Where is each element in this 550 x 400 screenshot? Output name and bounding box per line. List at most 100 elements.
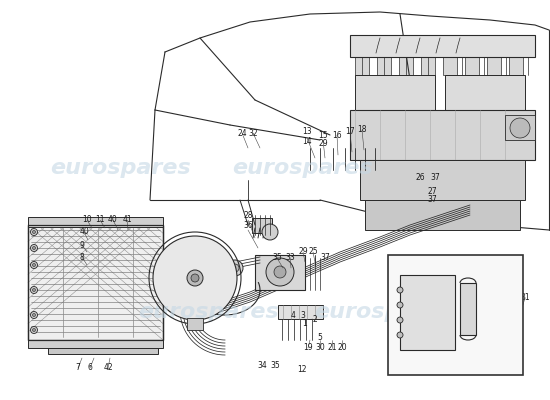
- Text: 19: 19: [303, 344, 313, 352]
- Bar: [355, 57, 369, 75]
- Bar: [445, 75, 525, 110]
- Circle shape: [30, 244, 37, 252]
- Text: 8: 8: [80, 252, 84, 262]
- Text: 20: 20: [337, 344, 347, 352]
- Text: 32: 32: [248, 128, 258, 138]
- Bar: [187, 318, 203, 330]
- Text: 25: 25: [308, 248, 318, 256]
- Text: 34: 34: [257, 362, 267, 370]
- Text: eurospares: eurospares: [139, 302, 279, 322]
- Text: 11: 11: [95, 216, 104, 224]
- Circle shape: [32, 246, 36, 250]
- Text: 29: 29: [298, 248, 308, 256]
- Circle shape: [187, 270, 203, 286]
- Bar: [466, 79, 479, 91]
- Bar: [278, 305, 323, 319]
- Bar: [28, 340, 163, 348]
- Circle shape: [397, 332, 403, 338]
- Circle shape: [32, 288, 36, 292]
- Circle shape: [30, 286, 37, 294]
- Bar: [460, 283, 476, 335]
- Circle shape: [30, 262, 37, 268]
- Circle shape: [30, 326, 37, 334]
- Text: eurospares: eurospares: [51, 158, 191, 178]
- Text: 36: 36: [243, 220, 253, 230]
- Text: eurospares: eurospares: [232, 158, 373, 178]
- Text: 14: 14: [302, 138, 312, 146]
- Bar: [28, 225, 163, 340]
- Text: 30: 30: [315, 344, 325, 352]
- Text: 31: 31: [520, 294, 530, 302]
- Bar: [350, 110, 535, 160]
- Bar: [484, 79, 497, 91]
- Bar: [28, 225, 163, 340]
- Text: 9: 9: [80, 240, 85, 250]
- Circle shape: [32, 328, 36, 332]
- Circle shape: [231, 264, 239, 272]
- Circle shape: [266, 258, 294, 286]
- Bar: [412, 79, 425, 91]
- Circle shape: [227, 260, 243, 276]
- Bar: [365, 200, 520, 230]
- Bar: [358, 79, 371, 91]
- Bar: [509, 57, 523, 75]
- Bar: [399, 57, 413, 75]
- Text: 37: 37: [430, 174, 440, 182]
- Bar: [505, 115, 535, 140]
- Circle shape: [30, 312, 37, 318]
- Bar: [443, 57, 457, 75]
- Text: 12: 12: [297, 366, 307, 374]
- Text: 16: 16: [332, 130, 342, 140]
- Bar: [360, 160, 525, 200]
- Text: 1: 1: [302, 318, 307, 328]
- Bar: [252, 218, 272, 233]
- Circle shape: [397, 287, 403, 293]
- Bar: [350, 35, 535, 57]
- Bar: [400, 275, 455, 350]
- Bar: [255, 255, 305, 290]
- Text: 28: 28: [243, 210, 253, 220]
- Text: 27: 27: [427, 188, 437, 196]
- Text: 40: 40: [79, 228, 89, 236]
- Text: 37: 37: [320, 254, 330, 262]
- Text: 15: 15: [318, 132, 328, 140]
- Text: 35: 35: [270, 362, 280, 370]
- Bar: [448, 79, 461, 91]
- Text: 13: 13: [302, 128, 312, 136]
- Text: 22: 22: [468, 336, 477, 344]
- Text: 41: 41: [122, 216, 132, 224]
- Text: 24: 24: [455, 336, 465, 344]
- Circle shape: [32, 230, 36, 234]
- Text: 24: 24: [507, 294, 517, 302]
- Circle shape: [191, 274, 199, 282]
- Text: 38: 38: [495, 294, 505, 302]
- Circle shape: [32, 314, 36, 316]
- Bar: [388, 255, 523, 375]
- Bar: [421, 57, 435, 75]
- Text: 26: 26: [415, 174, 425, 182]
- Text: 3: 3: [300, 312, 305, 320]
- Text: 42: 42: [103, 364, 113, 372]
- Bar: [377, 57, 391, 75]
- Text: 40: 40: [108, 216, 118, 224]
- Circle shape: [274, 266, 286, 278]
- Bar: [355, 75, 435, 110]
- Text: 2: 2: [312, 316, 317, 324]
- Bar: [48, 348, 158, 354]
- Bar: [502, 79, 515, 91]
- Text: 10: 10: [82, 216, 92, 224]
- Text: 4: 4: [290, 312, 295, 320]
- Text: 23: 23: [443, 336, 453, 344]
- Circle shape: [32, 264, 36, 266]
- Text: 35: 35: [272, 254, 282, 262]
- Text: 17: 17: [345, 128, 355, 136]
- Bar: [376, 79, 389, 91]
- Circle shape: [262, 224, 278, 240]
- Bar: [487, 57, 501, 75]
- Circle shape: [397, 317, 403, 323]
- Circle shape: [397, 302, 403, 308]
- Text: 21: 21: [327, 344, 337, 352]
- Text: 5: 5: [317, 334, 322, 342]
- Text: 33: 33: [285, 254, 295, 262]
- Text: eurospares: eurospares: [315, 302, 455, 322]
